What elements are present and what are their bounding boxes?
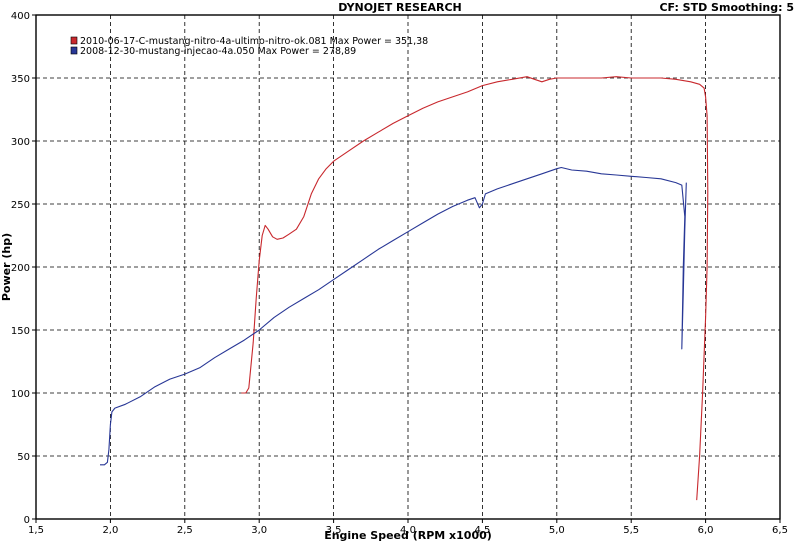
- legend-label-1: 2010-06-17-C-mustang-nitro-4a-ultimo-nit…: [80, 36, 428, 47]
- cf-smoothing-label: CF: STD Smoothing: 5: [659, 1, 794, 14]
- legend-label-2: 2008-12-30-mustang-injecao-4a.050 Max Po…: [80, 46, 356, 57]
- x-tick-label: 6,0: [698, 525, 714, 536]
- series-line-2: [100, 166, 687, 466]
- y-tick-label: 250: [11, 200, 30, 211]
- series-line-1: [241, 76, 709, 501]
- x-tick-label: 2,5: [177, 525, 193, 536]
- legend-swatch-2: [70, 46, 78, 55]
- x-tick-label: 5,5: [623, 525, 639, 536]
- y-tick-label: 100: [11, 389, 30, 400]
- x-tick-label: 1,5: [28, 525, 44, 536]
- x-tick-label: 3,5: [326, 525, 342, 536]
- y-tick-label: 50: [17, 452, 30, 463]
- y-tick-label: 350: [11, 74, 30, 85]
- y-tick-label: 400: [11, 11, 30, 22]
- y-tick-label: 150: [11, 326, 30, 337]
- y-tick-label: 200: [11, 263, 30, 274]
- x-tick-label: 6,5: [772, 525, 788, 536]
- x-tick-label: 5,0: [549, 525, 565, 536]
- x-axis-label: Engine Speed (RPM x1000): [324, 529, 492, 542]
- y-tick-label: 300: [11, 137, 30, 148]
- x-tick-label: 4,5: [474, 525, 490, 536]
- legend-swatch-1: [70, 36, 78, 45]
- chart-title: DYNOJET RESEARCH: [338, 1, 462, 14]
- x-tick-label: 3,0: [251, 525, 267, 536]
- x-tick-label: 4,0: [400, 525, 416, 536]
- y-axis-label: Power (hp): [0, 233, 13, 301]
- x-tick-label: 2,0: [102, 525, 118, 536]
- y-tick-label: 0: [24, 515, 30, 526]
